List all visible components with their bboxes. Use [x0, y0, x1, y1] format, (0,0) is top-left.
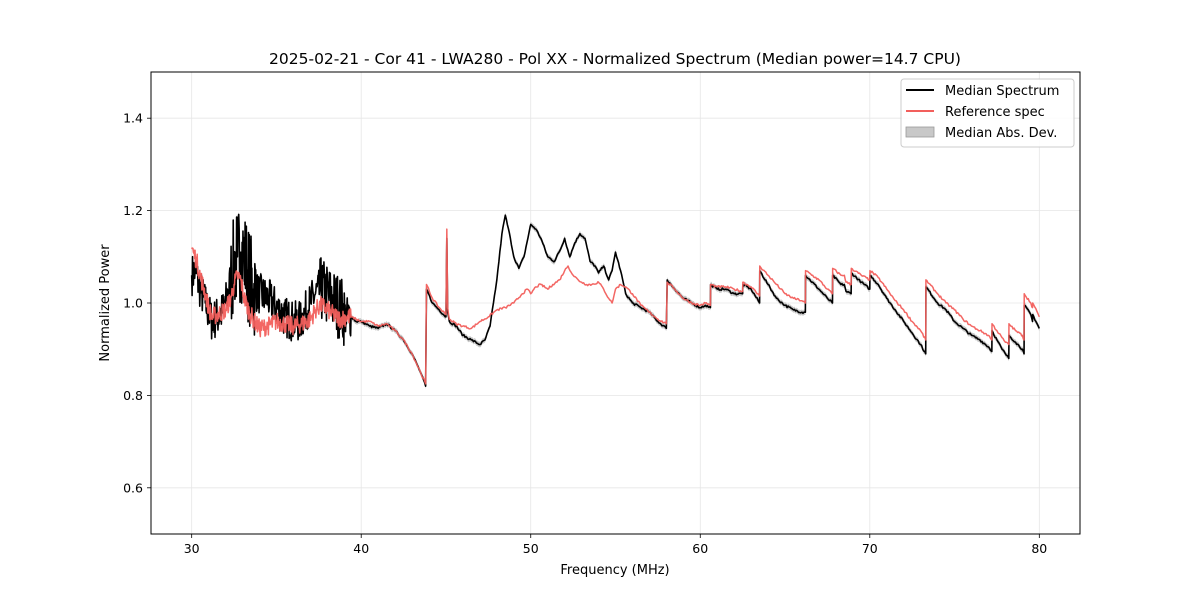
y-tick-label: 1.2: [123, 203, 143, 218]
legend: Median Spectrum Reference spec Median Ab…: [900, 78, 1075, 148]
y-tick-label: 1.0: [123, 296, 143, 311]
x-tick-label: 80: [1031, 541, 1047, 556]
plot-area: [190, 211, 1041, 389]
x-tick-label: 70: [862, 541, 878, 556]
reference-spectrum-line: [191, 228, 1041, 385]
legend-median-label: Median Spectrum: [945, 84, 1059, 99]
legend-reference-label: Reference spec: [945, 105, 1045, 120]
chart-title: 2025-02-21 - Cor 41 - LWA280 - Pol XX - …: [269, 50, 961, 68]
x-axis-label: Frequency (MHz): [560, 563, 669, 578]
y-tick-label: 1.4: [123, 111, 143, 126]
legend-mad-swatch: [905, 126, 935, 138]
x-tick-label: 50: [523, 541, 539, 556]
y-tick-label: 0.8: [123, 388, 143, 403]
legend-mad-label: Median Abs. Dev.: [945, 126, 1057, 141]
axis-ticks: 30 40 50 60 70 80 0.6 0.8 1.0 1.2 1.4: [123, 111, 1047, 556]
x-tick-label: 30: [184, 541, 200, 556]
y-tick-label: 0.6: [123, 480, 143, 495]
y-axis-label: Normalized Power: [98, 244, 113, 362]
legend-box: [900, 78, 1075, 148]
x-tick-label: 40: [353, 541, 369, 556]
median-spectrum-line: [190, 213, 1041, 387]
x-tick-label: 60: [692, 541, 708, 556]
